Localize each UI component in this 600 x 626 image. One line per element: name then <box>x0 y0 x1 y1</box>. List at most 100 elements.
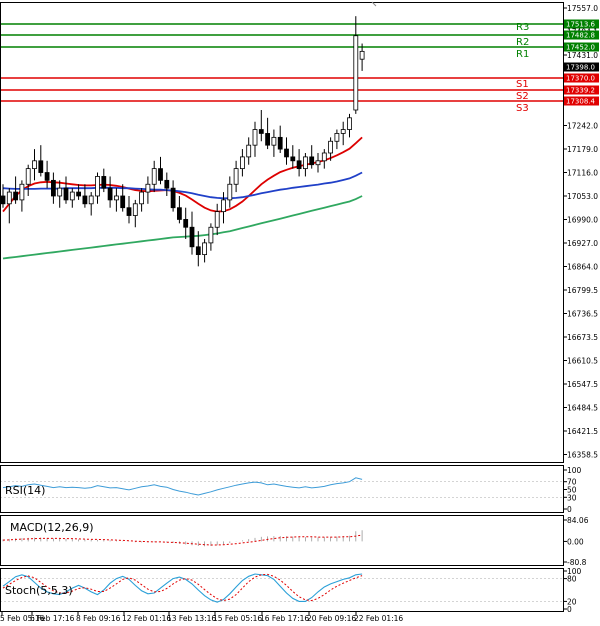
candle-bull <box>214 211 220 228</box>
level-price-labels: 17513.6 17482.8 17452.0 17370.0 17339.2 17308… <box>564 19 599 106</box>
level-price-label: 17513.6 <box>566 21 595 29</box>
price-tick-label: 17431.0 <box>567 51 598 60</box>
price-tick-label: 17053.0 <box>567 192 598 201</box>
candle-bull <box>132 203 138 216</box>
level-price-box <box>564 19 599 29</box>
candle-bull <box>359 50 365 60</box>
sub-tick-label: 20 <box>567 597 577 606</box>
candle-bull <box>353 35 359 111</box>
candle-bear <box>309 156 315 166</box>
candle-bear <box>0 195 6 205</box>
time-tick-label: 13 Feb 13:16 <box>167 614 216 623</box>
candle-bull <box>139 191 145 205</box>
candle-bull <box>321 152 327 162</box>
candle-bull <box>88 195 94 205</box>
time-tick-label: 6 Feb 17:16 <box>30 614 75 623</box>
price-tick-label: 16484.5 <box>567 404 598 413</box>
candle-bull <box>252 129 258 146</box>
sub-tick-label: -80.8 <box>567 558 587 567</box>
time-axis: 5 Feb 05:166 Feb 17:16 8 Feb 09:16 12 Feb … <box>0 611 403 623</box>
candlestick-series <box>0 16 365 267</box>
sub-tick-label: 84.06 <box>567 516 589 525</box>
candle-bull <box>19 183 25 201</box>
sub-tick-label: 0 <box>567 605 572 614</box>
level-name-s3: S3 <box>516 103 529 114</box>
level-price-label: 17370.0 <box>566 75 595 83</box>
level-name-s1: S1 <box>516 79 529 90</box>
candle-bull <box>208 226 214 244</box>
candle-bear <box>265 133 271 146</box>
candle-bull <box>25 168 31 185</box>
candle-bear <box>120 195 126 209</box>
candle-bear <box>107 187 113 201</box>
scroll-marker <box>371 1 377 7</box>
time-tick-label: 5 Feb 05:16 <box>0 614 45 623</box>
sub-tick-label: 100 <box>567 466 582 475</box>
level-price-label: 17482.8 <box>566 32 595 40</box>
price-tick-label: 16736.5 <box>567 310 598 319</box>
price-tick-label: 17557.0 <box>567 4 598 13</box>
candle-bull <box>69 191 75 201</box>
rsi-line <box>2 477 363 496</box>
level-price-box <box>564 42 599 52</box>
candle-bear <box>82 195 88 205</box>
level-price-label: 17452.0 <box>566 44 595 52</box>
candle-bull <box>334 133 340 142</box>
candle-bear <box>13 191 19 201</box>
candle-bear <box>76 191 81 197</box>
candle-bear <box>277 136 283 150</box>
sub-tick-label: 100 <box>567 567 582 576</box>
candle-bear <box>63 187 69 201</box>
candle-bull <box>57 187 63 197</box>
candle-bull <box>239 156 245 170</box>
level-price-label: 17308.4 <box>566 98 595 106</box>
candle-bull <box>315 160 321 166</box>
stoch-k-line <box>2 573 363 603</box>
ma-line <box>2 171 363 200</box>
candle-bear <box>170 187 176 209</box>
sub-tick-label: 70 <box>567 478 577 487</box>
level-price-box <box>564 30 599 40</box>
price-tick-label: 16799.5 <box>567 286 598 295</box>
candle-bear <box>44 172 50 181</box>
sub-tick-label: 30 <box>567 493 577 502</box>
price-axis: 17557.017494.117431.017368.017305.017242… <box>563 4 598 460</box>
candle-bull <box>145 183 151 193</box>
time-tick-label: 16 Feb 17:16 <box>260 614 309 623</box>
price-tick-label: 16990.0 <box>567 216 598 225</box>
time-tick-label: 12 Feb 01:16 <box>122 614 171 623</box>
candle-bear <box>183 219 189 228</box>
candle-bear <box>38 160 44 173</box>
price-tick-label: 16610.5 <box>567 357 598 366</box>
macd-signal-line <box>2 534 363 546</box>
candle-bull <box>221 199 226 213</box>
level-name-s2: S2 <box>516 91 529 102</box>
candle-bull <box>347 117 352 130</box>
macd-label: MACD(12,26,9) <box>10 521 94 534</box>
panel-frame <box>0 515 564 566</box>
candle-bull <box>233 168 239 185</box>
candle-bull <box>32 160 37 170</box>
current-price-label: 17398.0 <box>566 64 595 72</box>
time-tick-label: 8 Feb 09:16 <box>76 614 121 623</box>
price-tick-label: 17179.0 <box>567 145 598 154</box>
price-panel: 17557.017494.117431.017368.017305.017242… <box>0 4 599 460</box>
candle-bull <box>227 183 233 201</box>
panel-frame <box>0 465 564 513</box>
level-price-box <box>564 96 599 106</box>
level-price-box <box>564 73 599 83</box>
time-tick-label: 20 Feb 09:16 <box>307 614 356 623</box>
candle-bull <box>202 242 208 256</box>
panel-frame <box>0 568 564 612</box>
candle-bear <box>101 176 107 189</box>
candle-bear <box>296 160 302 170</box>
candle-bear <box>258 129 264 134</box>
candle-bear <box>284 148 289 158</box>
price-tick-label: 16547.5 <box>567 380 598 389</box>
ma-line <box>2 195 363 260</box>
candle-bear <box>51 179 56 197</box>
level-name-r3: R3 <box>516 22 529 33</box>
candle-bull <box>114 195 119 201</box>
